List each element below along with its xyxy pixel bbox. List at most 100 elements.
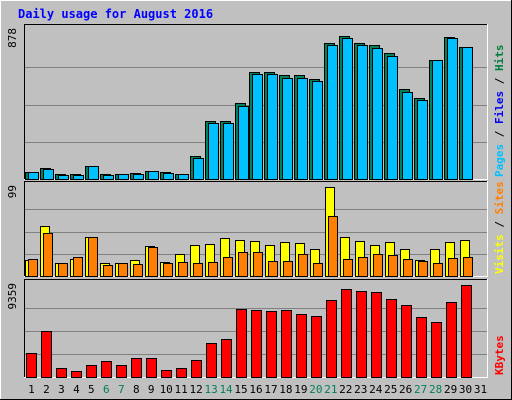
x-tick-label: 19 xyxy=(294,383,307,396)
x-tick-label: 20 xyxy=(309,383,322,396)
bar-files-day-12 xyxy=(193,158,204,180)
bar-kbytes-day-1 xyxy=(26,353,37,378)
bar-kbytes-day-6 xyxy=(101,361,112,378)
legend-entry: Files xyxy=(493,91,506,124)
bar-sites-day-1 xyxy=(28,259,38,277)
bar-files-day-8 xyxy=(133,174,144,180)
bar-sites-day-28 xyxy=(433,263,443,277)
x-tick-label: 11 xyxy=(175,383,188,396)
x-tick-label: 12 xyxy=(190,383,203,396)
bar-files-day-11 xyxy=(178,174,189,180)
bar-kbytes-day-8 xyxy=(131,358,142,378)
legend-separator: / xyxy=(493,71,506,91)
x-tick-label: 18 xyxy=(279,383,292,396)
bar-files-day-23 xyxy=(357,45,368,180)
x-tick-label: 9 xyxy=(148,383,155,396)
x-tick-label: 13 xyxy=(204,383,217,396)
x-tick-label: 28 xyxy=(429,383,442,396)
bar-sites-day-19 xyxy=(298,254,308,277)
bar-sites-day-20 xyxy=(313,263,323,277)
x-tick-label: 29 xyxy=(444,383,457,396)
x-tick-label: 7 xyxy=(118,383,125,396)
y-axis-max-label: 878 xyxy=(6,28,19,48)
bar-files-day-19 xyxy=(297,78,308,180)
bar-sites-day-23 xyxy=(358,257,368,277)
bar-files-day-20 xyxy=(312,81,323,180)
bar-sites-day-14 xyxy=(223,257,233,277)
bar-sites-day-30 xyxy=(463,257,473,277)
x-tick-label: 26 xyxy=(399,383,412,396)
bar-kbytes-day-21 xyxy=(326,300,337,378)
x-tick-label: 6 xyxy=(103,383,110,396)
x-tick-label: 4 xyxy=(73,383,80,396)
bar-files-day-15 xyxy=(238,106,249,180)
bar-sites-day-27 xyxy=(418,261,428,277)
x-tick-label: 2 xyxy=(43,383,50,396)
bar-kbytes-day-26 xyxy=(401,305,412,378)
bar-kbytes-day-5 xyxy=(86,365,97,378)
bar-files-day-4 xyxy=(73,175,84,180)
bar-sites-day-4 xyxy=(73,257,83,277)
x-tick-label: 5 xyxy=(88,383,95,396)
bar-sites-day-21 xyxy=(328,216,338,277)
x-tick-label: 23 xyxy=(354,383,367,396)
bar-sites-day-11 xyxy=(178,262,188,277)
bar-sites-day-26 xyxy=(403,259,413,277)
bar-files-day-25 xyxy=(387,56,398,180)
bar-sites-day-24 xyxy=(373,254,383,277)
bar-sites-day-8 xyxy=(133,264,143,277)
x-tick-label: 31 xyxy=(474,383,487,396)
legend-entry: Pages xyxy=(493,144,506,177)
x-tick-label: 15 xyxy=(234,383,247,396)
x-tick-label: 10 xyxy=(160,383,173,396)
panel-legend: KBytes xyxy=(493,335,506,375)
x-tick-label: 14 xyxy=(219,383,233,396)
bar-sites-day-7 xyxy=(118,263,128,277)
bar-files-day-24 xyxy=(372,48,383,180)
panel-hits-files-pages: 878 Pages / Files / Hits xyxy=(6,24,506,180)
bar-sites-day-2 xyxy=(43,233,53,277)
bar-files-day-7 xyxy=(118,174,129,180)
x-tick-label: 8 xyxy=(133,383,140,396)
x-tick-label: 25 xyxy=(384,383,397,396)
bar-sites-day-22 xyxy=(343,259,353,277)
bar-files-day-14 xyxy=(223,123,234,180)
bar-sites-day-10 xyxy=(163,263,173,277)
bar-sites-day-9 xyxy=(148,247,158,277)
bar-kbytes-day-18 xyxy=(281,310,292,378)
bar-sites-day-18 xyxy=(283,261,293,277)
bar-kbytes-day-11 xyxy=(176,368,187,378)
bar-kbytes-day-12 xyxy=(191,360,202,378)
bar-kbytes-day-24 xyxy=(371,292,382,378)
x-tick-label: 17 xyxy=(264,383,277,396)
panel-legend: Pages / Files / Hits xyxy=(493,45,506,178)
bar-kbytes-day-25 xyxy=(386,299,397,378)
bar-sites-day-5 xyxy=(88,237,98,277)
bar-files-day-17 xyxy=(267,74,278,180)
bar-sites-day-16 xyxy=(253,252,263,277)
x-tick-label: 1 xyxy=(28,383,35,396)
bar-kbytes-day-3 xyxy=(56,368,67,378)
bar-files-day-18 xyxy=(282,78,293,180)
bar-kbytes-day-30 xyxy=(461,285,472,378)
bar-sites-day-13 xyxy=(208,262,218,277)
bar-kbytes-day-28 xyxy=(431,322,442,378)
y-axis-max-label: 99 xyxy=(6,185,19,198)
x-axis-labels: 1 2 3 4 5 6 7 8 9 10 11 12 13 14 15 16 17 18 19 20 21 22 23 24 2… xyxy=(28,383,487,396)
bar-kbytes-day-15 xyxy=(236,309,247,378)
bar-sites-day-3 xyxy=(58,263,68,277)
bar-files-day-22 xyxy=(342,38,353,180)
bar-kbytes-day-9 xyxy=(146,358,157,378)
bar-files-day-5 xyxy=(88,166,99,180)
bar-files-day-13 xyxy=(208,123,219,180)
x-tick-label: 3 xyxy=(58,383,65,396)
legend-entry: KBytes xyxy=(493,335,506,375)
panel-legend: Visits / Sites xyxy=(493,181,506,274)
legend-separator: / xyxy=(493,124,506,144)
x-tick-label: 27 xyxy=(414,383,427,396)
bar-kbytes-day-4 xyxy=(71,371,82,378)
legend-entry: Hits xyxy=(493,45,506,72)
bar-files-day-28 xyxy=(432,60,443,180)
